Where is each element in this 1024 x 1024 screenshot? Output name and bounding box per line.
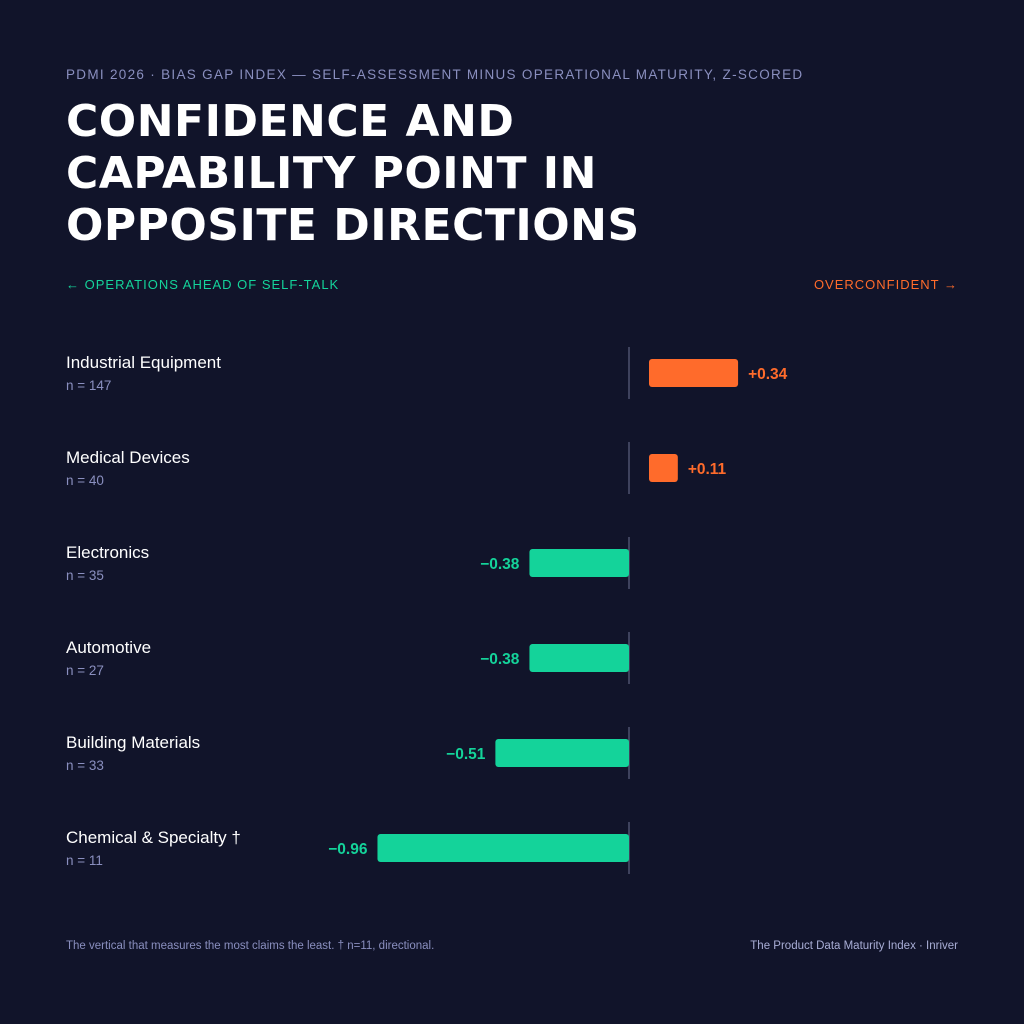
sample-size-label: n = 147	[66, 378, 111, 393]
category-label: Chemical & Specialty †	[66, 828, 241, 847]
bar	[529, 549, 629, 577]
chart-kicker: PDMI 2026 · BIAS GAP INDEX — SELF-ASSESS…	[66, 67, 804, 82]
value-label: +0.34	[748, 366, 788, 383]
sample-size-label: n = 35	[66, 568, 104, 583]
bar	[529, 644, 629, 672]
headline-line: CONFIDENCE AND	[66, 96, 515, 147]
value-label: −0.38	[480, 556, 520, 573]
headline-line: CAPABILITY POINT IN	[66, 148, 597, 199]
value-label: −0.51	[446, 746, 486, 763]
sample-size-label: n = 40	[66, 473, 104, 488]
axis-label-right: OVERCONFIDENT →	[813, 277, 958, 292]
footer-note: The vertical that measures the most clai…	[66, 940, 435, 952]
value-label: −0.38	[480, 651, 520, 668]
footer-source: The Product Data Maturity Index · Inrive…	[750, 940, 958, 952]
category-label: Industrial Equipment	[66, 353, 221, 372]
category-label: Medical Devices	[66, 448, 190, 467]
bar	[649, 454, 678, 482]
sample-size-label: n = 27	[66, 663, 104, 678]
axis-label-left: ← OPERATIONS AHEAD OF SELF-TALK	[66, 277, 340, 292]
chart-headline: CONFIDENCE AND CAPABILITY POINT IN OPPOS…	[66, 96, 946, 252]
bar	[649, 359, 739, 387]
category-label: Automotive	[66, 638, 151, 657]
value-label: −0.96	[328, 841, 368, 858]
sample-size-label: n = 33	[66, 758, 104, 773]
headline-line: OPPOSITE DIRECTIONS	[66, 200, 640, 251]
bar	[377, 834, 629, 862]
sample-size-label: n = 11	[66, 853, 103, 868]
value-label: +0.11	[688, 461, 727, 478]
category-label: Electronics	[66, 543, 149, 562]
category-label: Building Materials	[66, 733, 200, 752]
bar	[495, 739, 629, 767]
